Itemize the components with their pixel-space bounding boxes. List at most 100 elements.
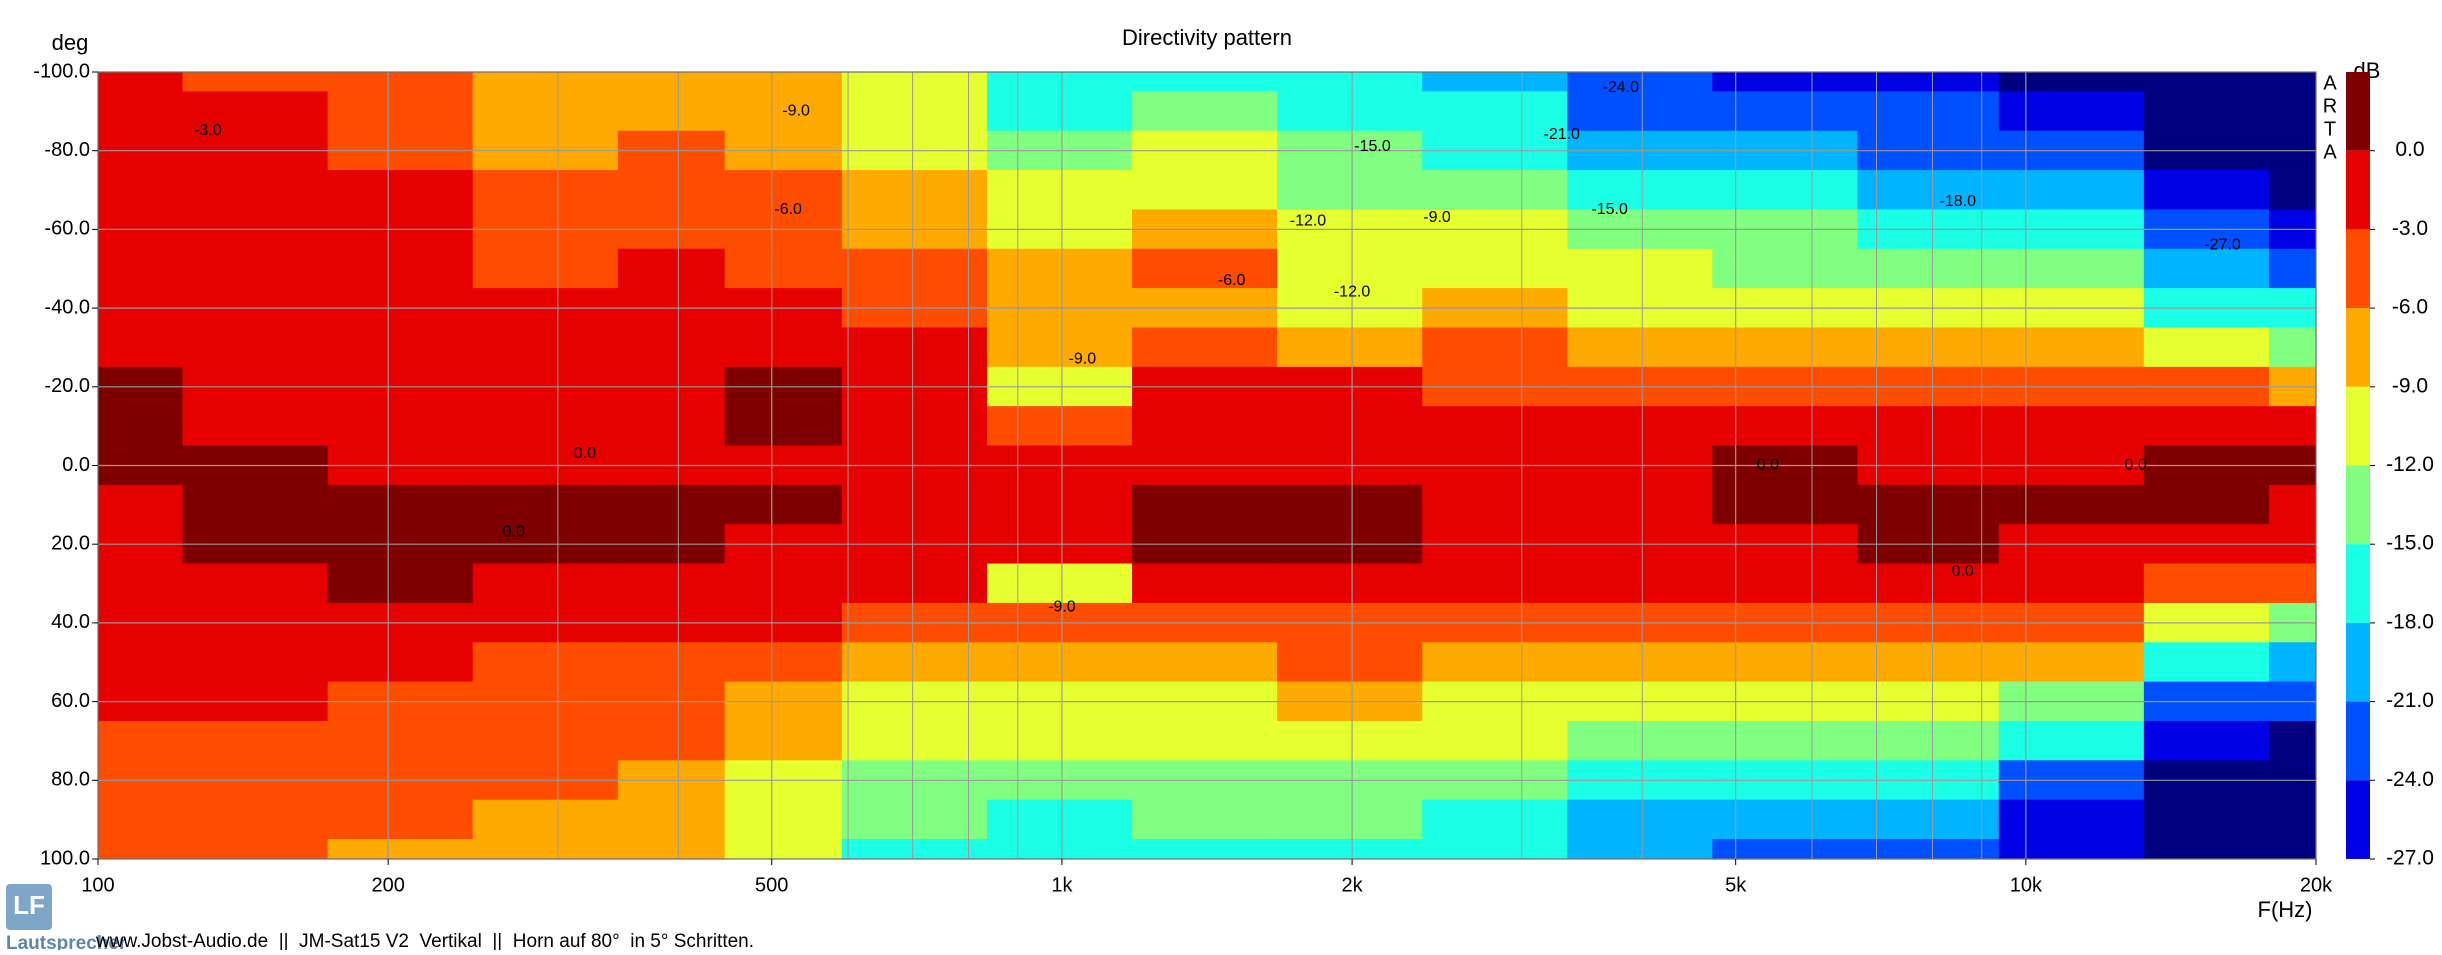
field-cell xyxy=(472,170,619,211)
contour-label: 0.0 xyxy=(574,445,596,462)
field-cell xyxy=(1422,71,1568,92)
field-cell xyxy=(986,91,1133,132)
field-cell xyxy=(2143,248,2270,289)
field-cell xyxy=(617,327,726,368)
x-tick-label: 100 xyxy=(81,874,114,896)
colorbar-tick-label: -21.0 xyxy=(2386,689,2434,712)
y-tick-label: 0.0 xyxy=(62,454,90,476)
field-cell xyxy=(724,799,843,840)
field-cell xyxy=(327,484,474,525)
contour-label: 0.0 xyxy=(1952,563,1974,580)
field-cell xyxy=(841,71,988,92)
colorbar-band xyxy=(2346,386,2370,466)
field-cell xyxy=(1277,71,1423,92)
colorbar-tick-label: -27.0 xyxy=(2386,847,2434,870)
field-cell xyxy=(2268,71,2317,92)
field-cell xyxy=(2143,720,2270,761)
field-cell xyxy=(841,720,988,761)
field-cell xyxy=(841,248,988,289)
field-cell xyxy=(724,720,843,761)
field-cell xyxy=(182,170,329,211)
y-tick-label: -100.0 xyxy=(33,60,90,82)
logo-box xyxy=(6,884,52,930)
field-cell xyxy=(724,563,843,604)
logo-text: Lautsprecher xyxy=(6,933,127,950)
field-cell xyxy=(327,839,474,860)
field-cell xyxy=(986,720,1133,761)
field-cell xyxy=(472,484,619,525)
y-tick-label: 80.0 xyxy=(51,769,90,791)
contour-label: -12.0 xyxy=(1334,284,1371,301)
field-cell xyxy=(2143,170,2270,211)
field-cell xyxy=(2268,248,2317,289)
field-cell xyxy=(724,91,843,132)
field-cell xyxy=(617,642,726,683)
field-cell xyxy=(1422,327,1568,368)
field-cell xyxy=(1277,406,1423,447)
field-cell xyxy=(1277,327,1423,368)
field-cell xyxy=(724,839,843,860)
field-cell xyxy=(617,91,726,132)
field-cell xyxy=(97,327,184,368)
y-tick-label: -40.0 xyxy=(44,296,90,318)
field-cell xyxy=(1422,91,1568,132)
field-cell xyxy=(1998,642,2145,683)
field-cell xyxy=(1132,839,1278,860)
colorbar-tick-label: -15.0 xyxy=(2386,532,2434,555)
field-cell xyxy=(1712,799,1859,840)
field-cell xyxy=(472,406,619,447)
field-cell xyxy=(724,642,843,683)
field-cell xyxy=(182,642,329,683)
field-cell xyxy=(97,248,184,289)
field-cell xyxy=(1132,484,1278,525)
colorbar-tick-label: -6.0 xyxy=(2392,296,2428,319)
field-cell xyxy=(182,327,329,368)
field-cell xyxy=(97,484,184,525)
field-cell xyxy=(2268,642,2317,683)
contour-label: 0.0 xyxy=(1757,457,1779,474)
field-cell xyxy=(1422,484,1568,525)
field-cell xyxy=(986,484,1133,525)
contour-label: -24.0 xyxy=(1603,79,1640,96)
contour-label: -15.0 xyxy=(1591,201,1628,218)
x-tick-label: 2k xyxy=(1342,874,1364,896)
side-letter: A xyxy=(2323,141,2337,163)
field-cell xyxy=(724,327,843,368)
field-cell xyxy=(472,799,619,840)
field-cell xyxy=(1712,248,1859,289)
field-cell xyxy=(1712,642,1859,683)
field-cell xyxy=(617,563,726,604)
field-cell xyxy=(1132,91,1278,132)
contour-label: -9.0 xyxy=(782,103,810,120)
field-cell xyxy=(472,563,619,604)
colorbar-band xyxy=(2346,780,2370,859)
colorbar: 0.0 -3.0 -6.0 -9.0 -12.0 -15.0 -18.0 -21.0 -24.0… xyxy=(2346,72,2434,870)
field-cell xyxy=(1567,327,1713,368)
x-tick-label: 10k xyxy=(2010,874,2043,896)
field-cell xyxy=(1567,642,1713,683)
field-cell xyxy=(1712,71,1859,92)
field-cell xyxy=(841,170,988,211)
field-cell xyxy=(1857,327,2000,368)
field-cell xyxy=(472,71,619,92)
field-cell xyxy=(841,642,988,683)
colorbar-band xyxy=(2346,544,2370,623)
field-cell xyxy=(986,839,1133,860)
field-cell xyxy=(1998,720,2145,761)
y-tick-label: -60.0 xyxy=(44,218,90,240)
field-cell xyxy=(2143,799,2270,840)
field-cell xyxy=(1277,799,1423,840)
field-cell xyxy=(724,484,843,525)
side-letter: R xyxy=(2323,95,2337,117)
contour-label: -9.0 xyxy=(1423,209,1451,226)
contour-label: -18.0 xyxy=(1940,193,1977,210)
x-tick-label: 200 xyxy=(371,874,404,896)
contour-label: 0.0 xyxy=(2125,457,2147,474)
field-cell xyxy=(182,71,329,92)
field-cell xyxy=(182,563,329,604)
field-cell xyxy=(327,799,474,840)
field-cell xyxy=(97,642,184,683)
field-cell xyxy=(2143,642,2270,683)
field-cell xyxy=(1998,91,2145,132)
contour-label: -9.0 xyxy=(1069,350,1097,367)
